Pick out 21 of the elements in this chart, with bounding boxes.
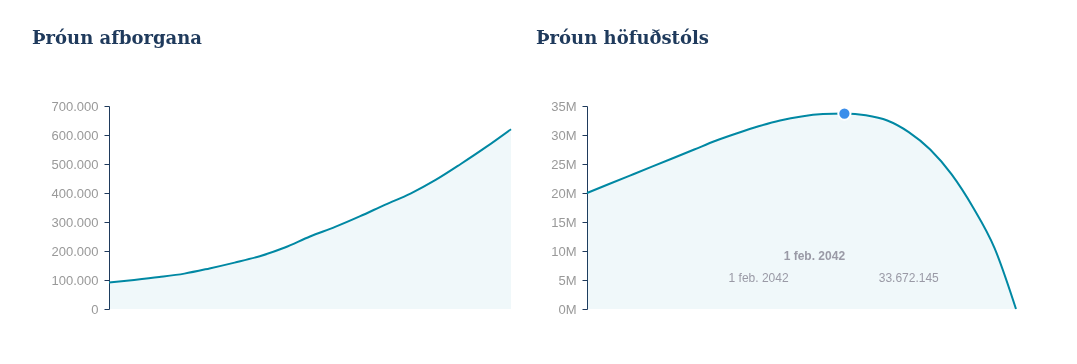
- y-tick-label: 30M: [551, 127, 577, 143]
- annotation: 33.672.145: [878, 271, 940, 285]
- y-tick-label: 15M: [551, 214, 577, 230]
- annotation: 1 feb. 2042: [728, 271, 789, 285]
- y-tick-label: 10M: [551, 243, 577, 259]
- y-tick-label: 400.000: [51, 185, 99, 201]
- y-tick-label: 0: [91, 301, 99, 317]
- y-tick-label: 200.000: [51, 243, 99, 259]
- y-tick-label: 25M: [551, 156, 577, 172]
- y-tick-label: 500.000: [51, 156, 99, 172]
- chart-title: Þróun höfuðstóls: [536, 27, 709, 48]
- y-tick-label: 5M: [558, 272, 577, 288]
- y-tick-label: 20M: [551, 185, 577, 201]
- y-tick-label: 300.000: [51, 214, 99, 230]
- y-tick-label: 600.000: [51, 127, 99, 143]
- y-tick-label: 700.000: [51, 98, 99, 114]
- y-tick-label: 100.000: [51, 272, 99, 288]
- annotation: 1 feb. 2042: [783, 249, 846, 263]
- y-tick-label: 0M: [558, 301, 577, 317]
- chart-title: Þróun afborgana: [32, 27, 203, 48]
- y-tick-label: 35M: [551, 98, 577, 114]
